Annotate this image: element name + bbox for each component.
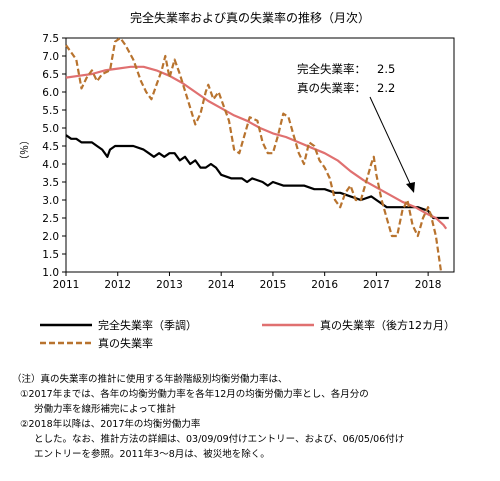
annotation-value-unemployment: 2.5 xyxy=(377,62,395,76)
y-axis: 1.0 1.5 2.0 2.5 3.0 3.5 4.0 4.5 5.0 5.5 6.0 6.5 7.0 7… xyxy=(42,33,66,279)
x-tick-label: 2014 xyxy=(208,279,235,291)
legend: 完全失業率（季調） 真の失業率（後方12カ月） 真の失業率 xyxy=(40,318,455,350)
note-line: ①2017年までは、各年の均衡労働力率を各年12月の均衡労働力率とし、各月分の xyxy=(20,389,369,400)
series-layer xyxy=(65,36,449,273)
y-tick-label: 7.5 xyxy=(42,33,59,45)
x-axis: 2011 2012 2013 2014 2015 2016 2017 2018 xyxy=(53,272,442,291)
note-line: 労働力率を線形補完によって推計 xyxy=(34,404,176,415)
x-tick-label: 2011 xyxy=(53,279,80,291)
note-line: ②2018年以降は、2017年の均衡労働力率 xyxy=(20,419,201,430)
annotation: 完全失業率： 2.5 真の失業率： 2.2 xyxy=(297,62,415,193)
x-tick-label: 2013 xyxy=(156,279,183,291)
y-tick-label: 6.0 xyxy=(42,87,59,99)
x-tick-label: 2012 xyxy=(104,279,131,291)
legend-label-unemployment: 完全失業率（季調） xyxy=(98,318,197,332)
legend-label-true-unemployment-12m: 真の失業率（後方12カ月） xyxy=(320,318,455,332)
series-true-unemployment xyxy=(65,36,443,273)
annotation-label-true-unemployment: 真の失業率： xyxy=(297,81,366,95)
chart-title: 完全失業率および真の失業率の推移（月次） xyxy=(130,10,370,25)
y-tick-label: 2.5 xyxy=(42,213,59,225)
y-tick-label: 7.0 xyxy=(42,51,59,63)
y-tick-label: 1.5 xyxy=(42,249,59,261)
y-tick-label: 4.0 xyxy=(42,159,59,171)
annotation-label-unemployment: 完全失業率： xyxy=(297,62,366,76)
note-line: エントリーを参照。2011年3～8月は、被災地を除く。 xyxy=(34,449,270,460)
y-tick-label: 4.5 xyxy=(42,141,59,153)
y-tick-label: 3.5 xyxy=(42,177,59,189)
plot-frame xyxy=(65,37,455,273)
x-tick-label: 2018 xyxy=(415,279,442,291)
y-tick-label: 1.0 xyxy=(42,267,59,279)
x-tick-label: 2015 xyxy=(260,279,287,291)
notes: （注）真の失業率の推計に使用する年齢階級別均衡労働力率は、 ①2017年までは、… xyxy=(12,372,498,462)
y-tick-label: 5.0 xyxy=(42,123,59,135)
annotation-value-true-unemployment: 2.2 xyxy=(377,81,395,95)
x-tick-label: 2016 xyxy=(311,279,338,291)
y-tick-label: 5.5 xyxy=(42,105,59,117)
x-tick-label: 2017 xyxy=(363,279,390,291)
annotation-arrow xyxy=(369,96,413,189)
y-tick-label: 2.0 xyxy=(42,231,59,243)
legend-label-true-unemployment: 真の失業率 xyxy=(98,336,153,350)
y-tick-label: 3.0 xyxy=(42,195,59,207)
chart-svg: 完全失業率および真の失業率の推移（月次） （％） 1.0 1.5 2.0 2.5 3.0… xyxy=(19,10,455,350)
note-line: とした。なお、推計方法の詳細は、03/09/09付けエントリー、および、06/0… xyxy=(34,434,405,445)
y-axis-label: （％） xyxy=(19,135,31,165)
annotation-arrowhead xyxy=(406,182,415,193)
y-tick-label: 6.5 xyxy=(42,69,59,81)
series-unemployment-rate xyxy=(65,134,449,220)
note-line: （注）真の失業率の推計に使用する年齢階級別均衡労働力率は、 xyxy=(12,374,288,385)
series-true-unemployment-12m xyxy=(65,65,448,230)
